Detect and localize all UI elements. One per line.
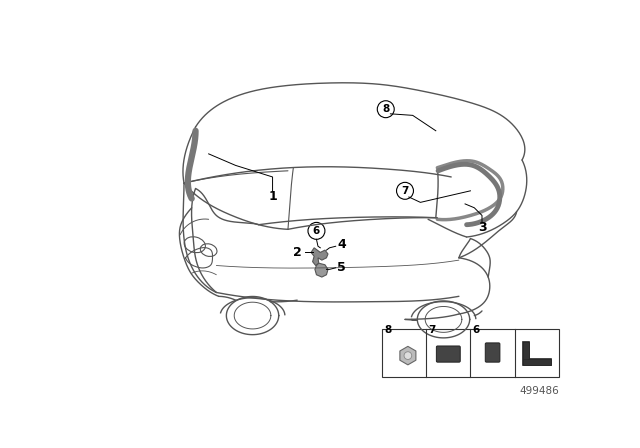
Polygon shape (523, 342, 529, 359)
Text: 1: 1 (268, 190, 277, 202)
Circle shape (404, 352, 412, 359)
Text: 499486: 499486 (519, 386, 559, 396)
Polygon shape (311, 248, 328, 266)
Text: 6: 6 (313, 226, 320, 236)
Polygon shape (523, 342, 551, 365)
Text: 8: 8 (384, 325, 392, 335)
Polygon shape (523, 359, 551, 365)
Text: 4: 4 (337, 238, 346, 251)
Circle shape (308, 222, 325, 239)
Text: 7: 7 (429, 325, 436, 335)
Text: 8: 8 (382, 104, 389, 114)
FancyBboxPatch shape (485, 343, 500, 362)
Circle shape (378, 101, 394, 118)
Text: 3: 3 (477, 220, 486, 233)
Text: 2: 2 (293, 246, 301, 259)
Bar (382, 329, 559, 377)
Text: 7: 7 (401, 186, 409, 196)
Polygon shape (400, 346, 416, 365)
Text: 5: 5 (337, 261, 346, 274)
FancyBboxPatch shape (436, 346, 460, 362)
Circle shape (397, 182, 413, 199)
Polygon shape (315, 263, 328, 277)
Text: 6: 6 (473, 325, 480, 335)
